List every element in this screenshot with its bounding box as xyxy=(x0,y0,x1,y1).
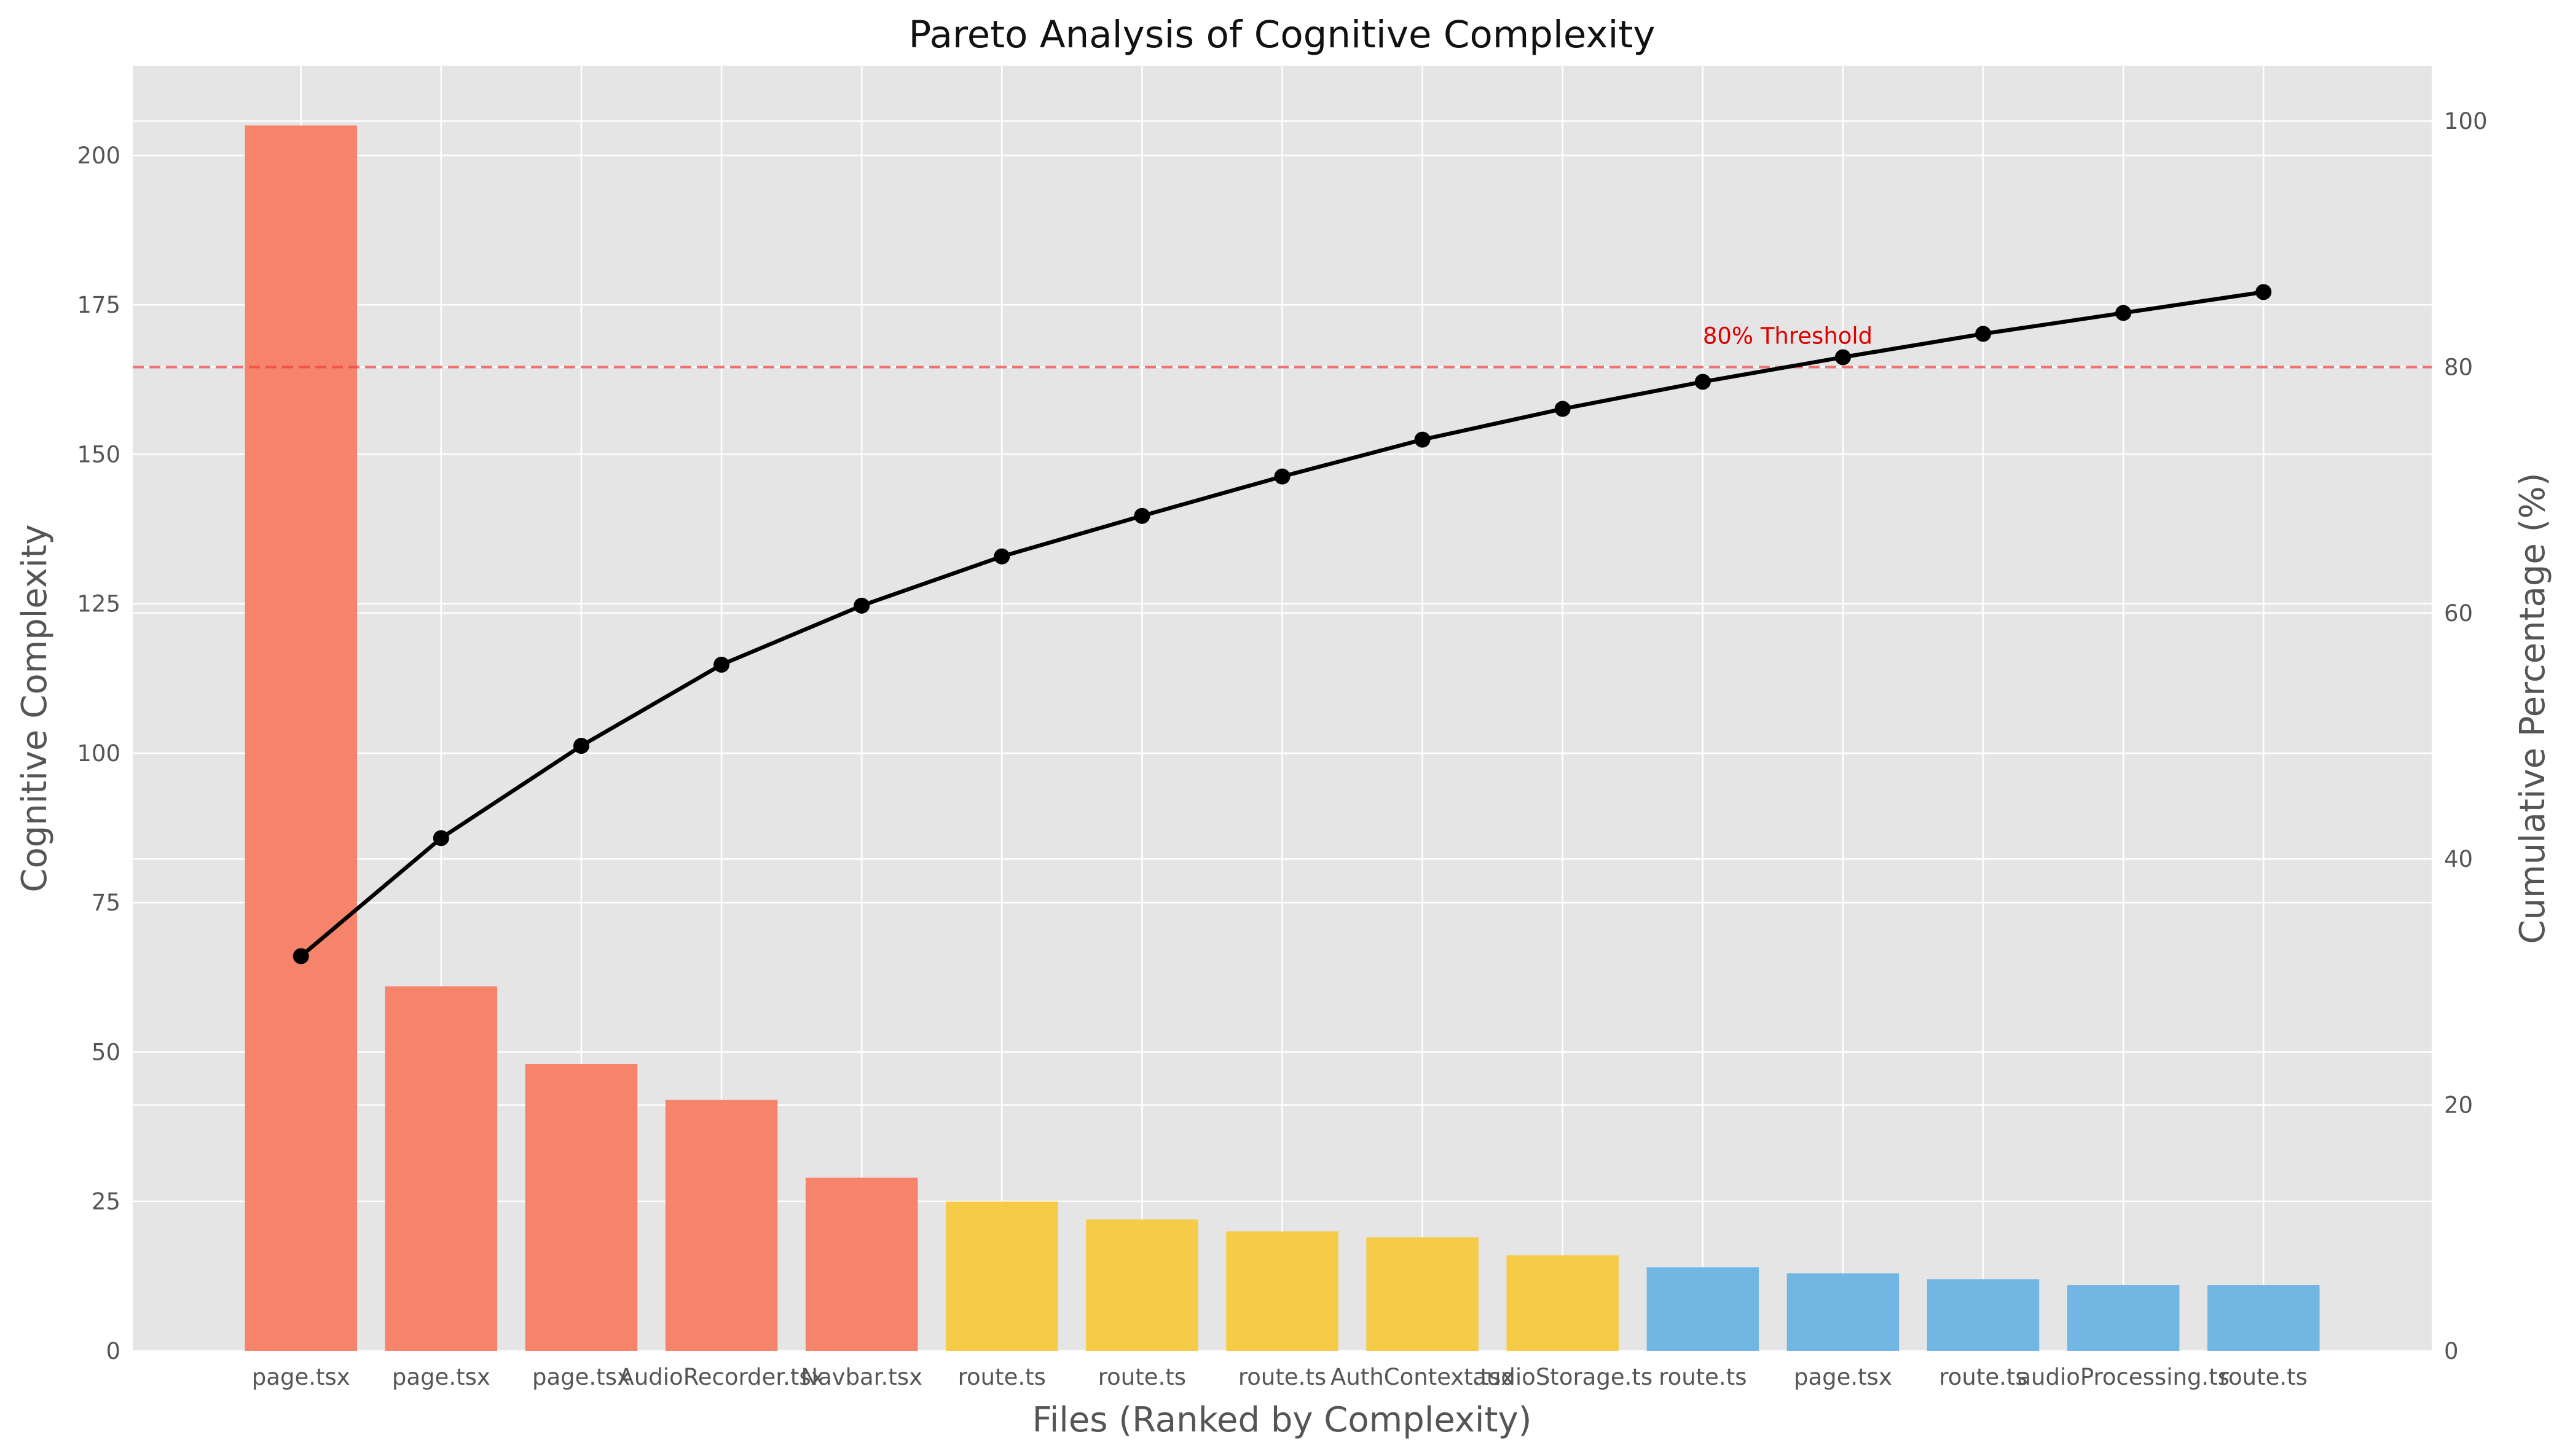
y2-tick-label: 80 xyxy=(2444,354,2473,380)
y2-tick-label: 100 xyxy=(2444,108,2488,135)
bar xyxy=(1786,1273,1900,1351)
bar xyxy=(1927,1279,2040,1351)
y2-tick-label: 40 xyxy=(2444,846,2473,872)
x-tick-label: page.tsx xyxy=(252,1364,350,1390)
cumulative-point xyxy=(1414,431,1431,448)
y2-axis-label: Cumulative Percentage (%) xyxy=(2513,472,2553,944)
x-tick-label: route.ts xyxy=(2220,1364,2308,1390)
y-tick-labels: 0 25 50 75 100 125 150 175 200 xyxy=(77,143,120,1364)
threshold-label: 80% Threshold xyxy=(1703,323,1872,349)
cumulative-point xyxy=(293,948,309,965)
cumulative-point xyxy=(573,738,589,754)
bar xyxy=(2067,1285,2180,1351)
bar xyxy=(1506,1255,1619,1351)
bar xyxy=(1366,1237,1479,1351)
x-tick-label: route.ts xyxy=(1098,1364,1186,1390)
x-axis-label: Files (Ranked by Complexity) xyxy=(1032,1400,1532,1440)
y-tick-label: 200 xyxy=(77,143,120,169)
cumulative-point xyxy=(1134,507,1150,524)
x-tick-label: route.ts xyxy=(1238,1364,1326,1390)
y-tick-label: 25 xyxy=(92,1189,120,1215)
x-tick-label: AuthContext.tsx xyxy=(1330,1364,1514,1390)
cumulative-point xyxy=(994,548,1010,565)
cumulative-point xyxy=(1274,468,1291,485)
bar xyxy=(1646,1267,1759,1351)
x-tick-label: AudioRecorder.tsx xyxy=(619,1364,825,1390)
y2-tick-label: 0 xyxy=(2444,1338,2459,1364)
y-tick-label: 125 xyxy=(77,591,120,617)
bars xyxy=(245,125,2320,1351)
x-tick-labels: page.tsx page.tsx page.tsxAudioRecorder.ts… xyxy=(252,1364,2308,1390)
chart-title: Pareto Analysis of Cognitive Complexity xyxy=(909,13,1656,57)
y2-tick-label: 60 xyxy=(2444,600,2473,627)
x-tick-label: Navbar.tsx xyxy=(801,1364,922,1390)
x-tick-label: audioStorage.ts xyxy=(1472,1364,1652,1390)
cumulative-point xyxy=(1554,401,1571,417)
x-tick-label: page.tsx xyxy=(392,1364,490,1390)
y-tick-label: 0 xyxy=(106,1338,120,1364)
cumulative-point xyxy=(1834,349,1851,366)
cumulative-point xyxy=(433,830,449,847)
bar xyxy=(245,125,357,1351)
cumulative-line xyxy=(293,284,2272,965)
cumulative-point xyxy=(2115,305,2132,321)
y-tick-label: 75 xyxy=(92,890,120,916)
bar xyxy=(665,1100,778,1351)
x-tick-label: route.ts xyxy=(958,1364,1046,1390)
x-tick-label: page.tsx xyxy=(1794,1364,1892,1390)
y-tick-label: 150 xyxy=(77,441,120,468)
bar xyxy=(385,986,498,1351)
bar xyxy=(946,1201,1058,1351)
y2-tick-labels: 0 20 40 60 80 100 xyxy=(2444,108,2488,1364)
bar xyxy=(1086,1219,1198,1351)
threshold-group: 80% Threshold xyxy=(133,323,2432,369)
bar xyxy=(2207,1285,2320,1351)
bar xyxy=(805,1177,918,1351)
cumulative-point xyxy=(854,597,870,614)
x-tick-label: route.ts xyxy=(1659,1364,1747,1390)
cumulative-point xyxy=(713,656,730,673)
x-tick-label: audioProcessing.ts xyxy=(2017,1364,2230,1390)
cumulative-point xyxy=(1694,374,1711,390)
bar xyxy=(1226,1231,1338,1351)
y2-tick-label: 20 xyxy=(2444,1092,2473,1119)
cumulative-point xyxy=(1975,326,1992,342)
bar xyxy=(525,1063,638,1351)
y-axis-label: Cognitive Complexity xyxy=(15,524,55,892)
cumulative-point xyxy=(2255,284,2272,300)
x-tick-label: page.tsx xyxy=(532,1364,631,1390)
x-tick-label: route.ts xyxy=(1939,1364,2027,1390)
y-tick-label: 100 xyxy=(77,740,120,767)
y-tick-label: 175 xyxy=(77,292,120,318)
y-tick-label: 50 xyxy=(92,1039,120,1065)
